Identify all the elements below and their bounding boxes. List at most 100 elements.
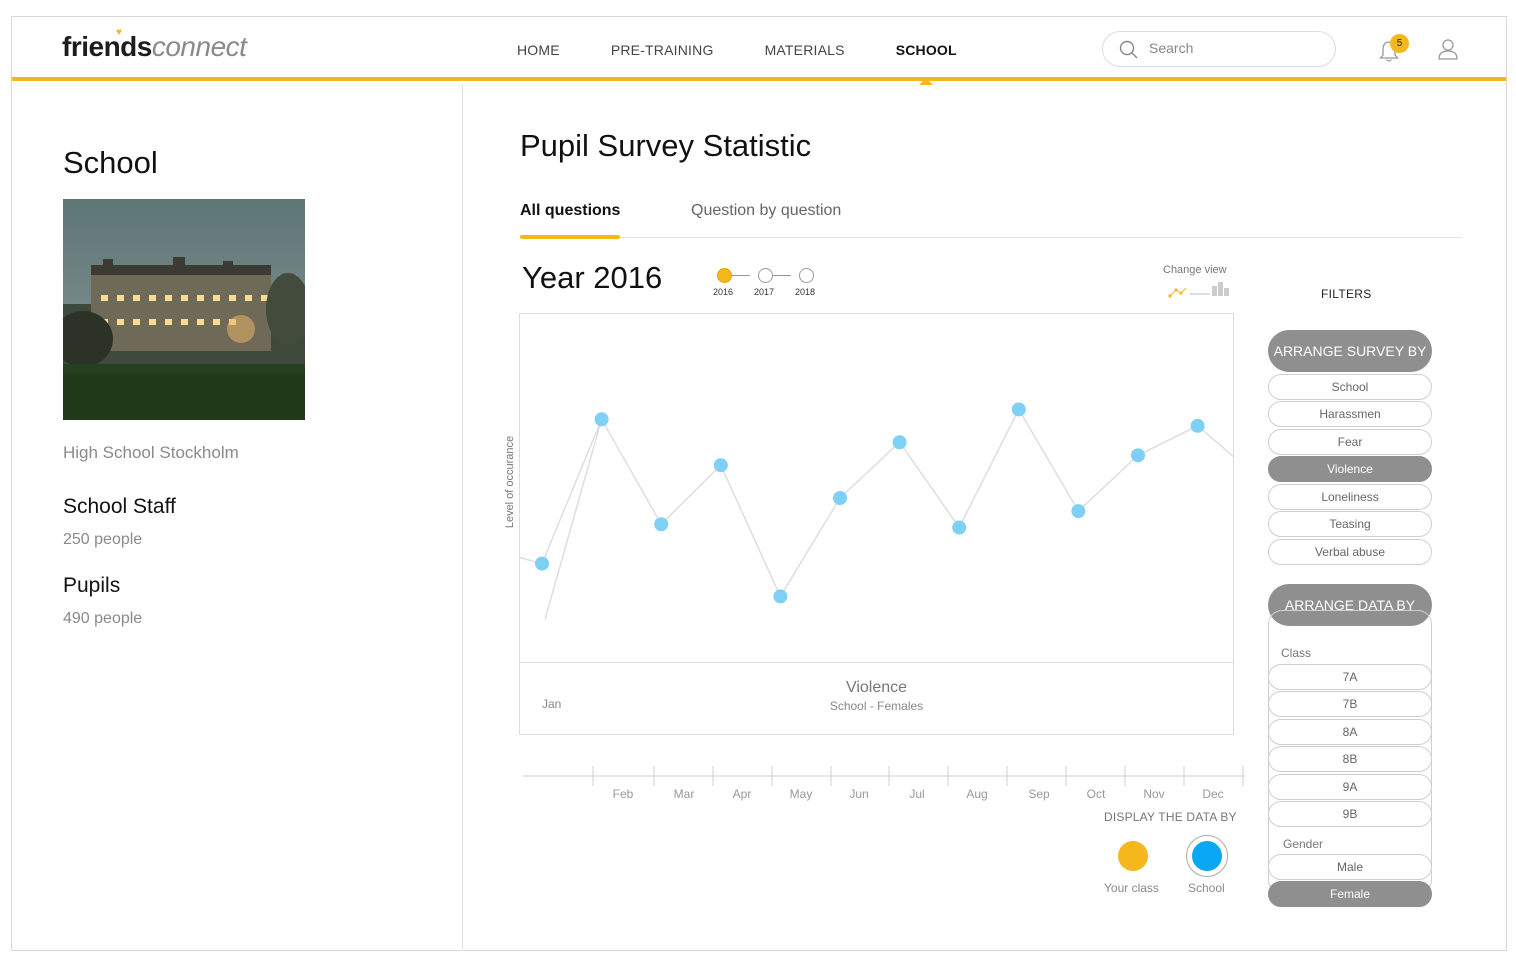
nav-home[interactable]: HOME bbox=[517, 42, 560, 58]
school-photo bbox=[63, 199, 305, 420]
tab-question-by-question[interactable]: Question by question bbox=[691, 202, 842, 219]
app-frame: friendsconnect ♥ HOME PRE-TRAINING MATER… bbox=[11, 16, 1507, 951]
tab-all-questions[interactable]: All questions bbox=[520, 202, 621, 239]
nav-materials[interactable]: MATERIALS bbox=[764, 42, 845, 58]
search-icon bbox=[1119, 40, 1138, 59]
tick-label-apr[interactable]: Apr bbox=[733, 787, 752, 801]
user-icon[interactable] bbox=[1436, 37, 1460, 61]
line-chart: Jan Violence School - Females bbox=[519, 313, 1234, 735]
tick-label-feb[interactable]: Feb bbox=[613, 787, 634, 801]
school-staff-label: School Staff bbox=[63, 495, 176, 518]
data-point-jun[interactable] bbox=[833, 491, 847, 505]
display-your-class-toggle[interactable] bbox=[1118, 841, 1148, 871]
school-panel: School bbox=[12, 85, 463, 951]
year-2018-label: 2018 bbox=[795, 287, 816, 297]
stepper-line bbox=[724, 275, 750, 276]
class-option-7a[interactable]: 7A bbox=[1268, 664, 1432, 690]
display-by-label: DISPLAY THE DATA BY bbox=[1104, 810, 1237, 824]
class-option-9a[interactable]: 9A bbox=[1268, 774, 1432, 800]
chart-subtitle: School - Females bbox=[829, 699, 924, 713]
data-point-aug[interactable] bbox=[952, 520, 967, 535]
survey-tabs: All questions Question by question bbox=[520, 202, 1462, 239]
year-title: Year 2016 bbox=[522, 260, 663, 295]
arrange-data-by-button[interactable]: ARRANGE DATA BY bbox=[1268, 584, 1432, 626]
tick-label-jan: Jan bbox=[542, 697, 562, 711]
tick-label-sep[interactable]: Sep bbox=[1028, 787, 1050, 801]
main-nav: HOME PRE-TRAINING MATERIALS SCHOOL bbox=[517, 17, 1008, 81]
tick-label-may[interactable]: May bbox=[790, 787, 813, 801]
survey-option-verbal-abuse[interactable]: Verbal abuse bbox=[1268, 539, 1432, 565]
data-point-feb[interactable] bbox=[594, 412, 609, 427]
class-option-8a[interactable]: 8A bbox=[1268, 719, 1432, 745]
school-staff-value: 250 people bbox=[63, 531, 143, 548]
nav-pre-training[interactable]: PRE-TRAINING bbox=[610, 42, 714, 58]
school-title: School bbox=[63, 145, 158, 180]
display-school-dot bbox=[1192, 841, 1222, 871]
your-class-label: Your class bbox=[1104, 881, 1159, 895]
data-point-apr[interactable] bbox=[713, 458, 728, 473]
chart-footer: Jan Violence School - Females bbox=[520, 662, 1233, 734]
logo-bold-text: friends bbox=[62, 31, 152, 62]
class-group-label: Class bbox=[1281, 646, 1312, 660]
logo-light-text: connect bbox=[151, 31, 247, 62]
series-line-lead bbox=[544, 419, 603, 620]
nav-school[interactable]: SCHOOL bbox=[896, 17, 957, 81]
survey-option-loneliness[interactable]: Loneliness bbox=[1268, 484, 1432, 510]
display-school-toggle[interactable] bbox=[1186, 835, 1228, 877]
series-line bbox=[520, 407, 1198, 599]
top-header: friendsconnect ♥ HOME PRE-TRAINING MATER… bbox=[12, 17, 1506, 81]
survey-option-fear[interactable]: Fear bbox=[1268, 429, 1432, 455]
friends-connect-logo[interactable]: friendsconnect ♥ bbox=[62, 27, 247, 63]
chart-plot bbox=[520, 402, 1233, 620]
gender-group-label: Gender bbox=[1283, 837, 1324, 851]
stepper-line bbox=[765, 275, 791, 276]
search-box[interactable] bbox=[1102, 31, 1336, 67]
filters-title: FILTERS bbox=[1321, 287, 1372, 301]
class-option-8b[interactable]: 8B bbox=[1268, 746, 1432, 772]
change-view-icon[interactable] bbox=[1168, 280, 1238, 300]
tick-label-oct[interactable]: Oct bbox=[1087, 787, 1106, 801]
pupils-value: 490 people bbox=[63, 610, 143, 627]
data-point-dec[interactable] bbox=[1190, 418, 1205, 433]
series-line-tail bbox=[1197, 425, 1233, 458]
year-2017-dot[interactable] bbox=[758, 268, 773, 283]
data-point-mar[interactable] bbox=[654, 517, 669, 532]
survey-option-teasing[interactable]: Teasing bbox=[1268, 511, 1432, 537]
year-2016-label: 2016 bbox=[713, 287, 734, 297]
data-point-may[interactable] bbox=[773, 589, 788, 604]
data-point-jul[interactable] bbox=[892, 435, 907, 450]
notification-badge: 5 bbox=[1390, 34, 1409, 53]
change-view-label: Change view bbox=[1163, 264, 1227, 276]
tick-label-nov[interactable]: Nov bbox=[1143, 787, 1164, 801]
heart-icon: ♥ bbox=[116, 27, 122, 38]
year-2018-dot[interactable] bbox=[799, 268, 814, 283]
page-title: Pupil Survey Statistic bbox=[520, 128, 812, 163]
class-option-7b[interactable]: 7B bbox=[1268, 691, 1432, 717]
class-option-9b[interactable]: 9B bbox=[1268, 801, 1432, 827]
gender-option-female[interactable]: Female bbox=[1268, 881, 1432, 907]
survey-option-school[interactable]: School bbox=[1268, 374, 1432, 400]
survey-option-harassmen[interactable]: Harassmen bbox=[1268, 401, 1432, 427]
data-point-jan[interactable] bbox=[535, 556, 549, 571]
tick-label-dec[interactable]: Dec bbox=[1202, 787, 1223, 801]
year-2016-dot[interactable] bbox=[717, 268, 732, 283]
school-name: High School Stockholm bbox=[63, 443, 239, 462]
arrange-survey-by-button[interactable]: ARRANGE SURVEY BY bbox=[1268, 330, 1432, 372]
survey-option-violence[interactable]: Violence bbox=[1268, 456, 1432, 482]
tick-label-jul[interactable]: Jul bbox=[909, 787, 924, 801]
chart-title: Violence bbox=[845, 679, 908, 696]
tick-label-aug[interactable]: Aug bbox=[966, 787, 987, 801]
tick-label-jun[interactable]: Jun bbox=[849, 787, 868, 801]
month-timeline: Feb Mar Apr May Jun Jul Aug Sep Oct Nov Dec bbox=[523, 766, 1245, 801]
search-input[interactable] bbox=[1149, 40, 1319, 56]
pupils-label: Pupils bbox=[63, 574, 121, 597]
y-axis-label: Level of occurance bbox=[504, 435, 516, 529]
school-option-label: School bbox=[1188, 881, 1225, 895]
year-2017-label: 2017 bbox=[754, 287, 775, 297]
year-stepper: 2016 2017 2018 bbox=[700, 266, 820, 306]
tick-label-mar[interactable]: Mar bbox=[674, 787, 695, 801]
data-point-nov[interactable] bbox=[1131, 448, 1145, 463]
gender-option-male[interactable]: Male bbox=[1268, 854, 1432, 880]
data-point-sep[interactable] bbox=[1011, 402, 1026, 417]
data-point-oct[interactable] bbox=[1071, 504, 1086, 519]
